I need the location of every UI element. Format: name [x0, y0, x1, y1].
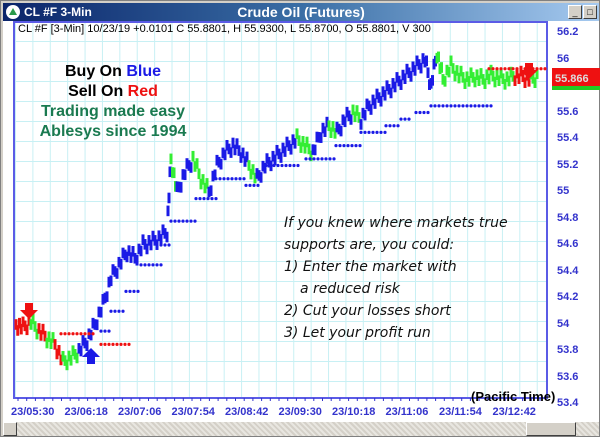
note-line: 1) Enter the market with: [284, 259, 457, 275]
y-tick-label: 53.6: [557, 370, 579, 383]
x-tick-label: 23/08:42: [225, 406, 269, 418]
note-line: 3) Let your profit run: [284, 325, 431, 341]
x-tick-label: 23/06:18: [64, 406, 108, 418]
x-tick-label: 23/07:06: [118, 406, 162, 418]
y-tick-label: 54.4: [557, 264, 579, 277]
note-line: supports are, you could:: [284, 237, 455, 253]
note-line: a reduced risk: [300, 281, 400, 297]
current-price-badge: 55.866: [552, 68, 600, 90]
y-tick-label: 56: [557, 52, 570, 65]
window-controls: _ □: [568, 5, 597, 19]
plot-area[interactable]: [13, 21, 548, 399]
scroll-left-button[interactable]: [3, 422, 17, 436]
note-line: 2) Cut your losses short: [284, 303, 451, 319]
app-icon: [6, 5, 20, 19]
y-tick-label: 55.6: [557, 105, 579, 118]
title-bar[interactable]: CL #F 3-Min Crude Oil (Futures) _ □: [3, 3, 599, 21]
x-tick-label: 23/10:18: [332, 406, 376, 418]
window-symbol-title: CL #F 3-Min: [24, 5, 92, 19]
horizontal-scrollbar[interactable]: [3, 422, 599, 436]
promo-sell-word: Red: [127, 83, 158, 100]
y-tick-label: 53.4: [557, 397, 579, 409]
y-tick-label: 53.8: [557, 344, 579, 356]
scroll-thumb[interactable]: [526, 422, 576, 436]
promo-buy-line: Buy On Blue: [43, 63, 183, 81]
y-tick-label: 54: [557, 317, 570, 330]
y-tick-label: 54.2: [557, 291, 579, 303]
y-tick-label: 55.4: [557, 132, 579, 144]
x-tick-label: 23/07:54: [171, 406, 215, 418]
promo-buy-prefix: Buy On: [64, 63, 127, 80]
timezone-label: (Pacific Time): [471, 389, 556, 404]
promo-buy-word: Blue: [126, 63, 161, 80]
promo-sell-prefix: Sell On: [68, 83, 128, 100]
y-tick-label: 55.2: [557, 158, 579, 171]
support-note: If you knew where markets true supports …: [284, 212, 508, 344]
x-tick-label: 23/05:30: [11, 406, 55, 418]
promo-sell-line: Sell On Red: [43, 83, 183, 101]
y-tick-label: 56.2: [557, 26, 579, 38]
x-tick-label: 23/11:06: [385, 406, 429, 418]
x-tick-label: 23/09:30: [278, 406, 322, 418]
ohlc-info-line: CL #F [3-Min] 10/23/19 +0.0101 C 55.8801…: [18, 23, 431, 35]
maximize-button[interactable]: □: [583, 5, 597, 19]
note-line: If you knew where markets true: [284, 215, 508, 231]
y-tick-label: 55: [557, 185, 570, 197]
promo-since: Ablesys since 1994: [39, 123, 187, 140]
minimize-button[interactable]: _: [568, 5, 582, 19]
plot-top-border: [13, 21, 548, 23]
promo-tagline: Trading made easy: [40, 103, 186, 120]
y-tick-label: 54.6: [557, 238, 579, 250]
x-tick-label: 23/12:42: [492, 406, 536, 418]
x-tick-label: 23/11:54: [439, 406, 482, 418]
y-tick-label: 54.8: [557, 211, 579, 224]
window-title: Crude Oil (Futures): [237, 4, 365, 20]
